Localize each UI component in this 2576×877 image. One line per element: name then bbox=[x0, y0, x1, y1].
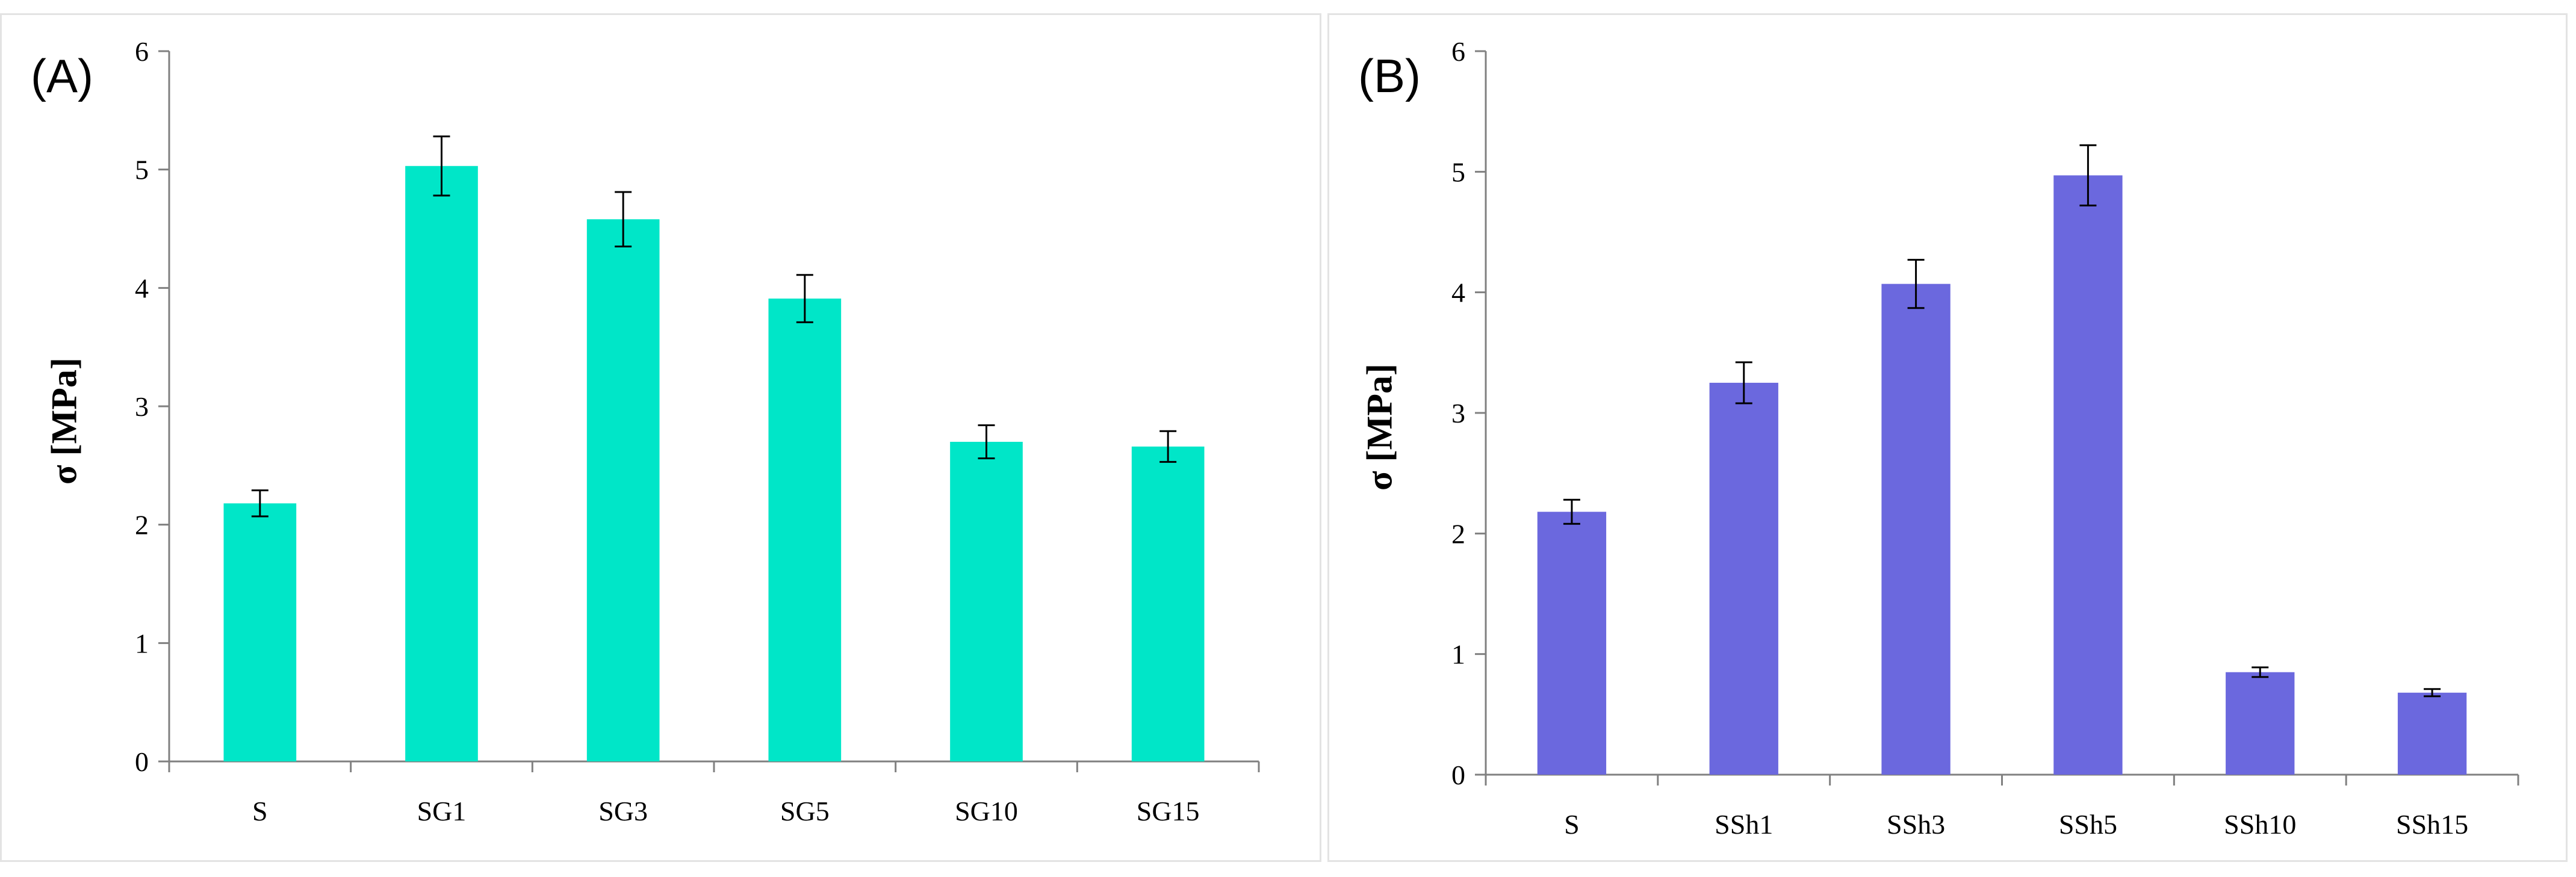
x-tick-label-s: S bbox=[1564, 809, 1580, 840]
x-tick-label-sg3: SG3 bbox=[598, 796, 648, 826]
error-bar-sg5 bbox=[796, 274, 813, 323]
error-bar-s bbox=[1563, 498, 1580, 525]
x-tick-label-sg10: SG10 bbox=[955, 796, 1018, 826]
y-tick-label: 4 bbox=[1451, 277, 1465, 308]
bar-sg10 bbox=[950, 442, 1023, 761]
y-tick-label: 6 bbox=[135, 36, 149, 67]
bar-sg15 bbox=[1131, 446, 1205, 761]
y-tick-label: 6 bbox=[1451, 36, 1465, 67]
error-bar-ssh3 bbox=[1907, 259, 1925, 309]
bar-chart-a: 0 1 2 3 4 5 6 S SG1 SG3 SG5 SG10 SG15 bbox=[135, 36, 1260, 826]
y-tick-label: 3 bbox=[135, 391, 149, 422]
bar-sg3 bbox=[586, 219, 660, 761]
x-tick-label-sg5: SG5 bbox=[780, 796, 830, 826]
panel-label-a: (A) bbox=[31, 49, 93, 102]
error-bar-ssh15 bbox=[2424, 688, 2441, 698]
bar-chart-b: 0 1 2 3 4 5 6 S SSh1 SSh3 SSh5 SSh10 SSh15 bbox=[1451, 36, 2519, 840]
x-tick-label-ssh1: SSh1 bbox=[1715, 809, 1773, 840]
bar-ssh3 bbox=[1881, 284, 1951, 775]
x-tick-label-ssh5: SSh5 bbox=[2059, 809, 2117, 840]
y-tick-label: 0 bbox=[135, 746, 149, 777]
x-tick-label-ssh15: SSh15 bbox=[2396, 809, 2468, 840]
y-tick-label: 2 bbox=[135, 510, 149, 541]
bar-s bbox=[223, 503, 297, 761]
x-tick-label-sg1: SG1 bbox=[417, 796, 467, 826]
y-tick-label: 1 bbox=[1451, 639, 1465, 670]
bar-ssh15 bbox=[2397, 692, 2467, 775]
y-tick-label: 2 bbox=[1451, 518, 1465, 549]
error-bar-ssh10 bbox=[2252, 666, 2269, 678]
error-bar-ssh5 bbox=[2079, 144, 2097, 206]
x-tick-label-sg15: SG15 bbox=[1137, 796, 1200, 826]
panel-label-b: (B) bbox=[1358, 49, 1421, 102]
error-bar-sg10 bbox=[978, 424, 995, 460]
bar-sg5 bbox=[768, 299, 842, 761]
error-bar-sg15 bbox=[1159, 430, 1177, 463]
bar-ssh5 bbox=[2053, 175, 2123, 775]
bar-ssh10 bbox=[2226, 672, 2295, 775]
error-bar-ssh1 bbox=[1735, 361, 1752, 404]
chart-panel-a: (A) σ [MPa] 0 1 2 3 4 5 6 S SG1 SG3 SG5 SG10 SG15 bbox=[0, 13, 1321, 862]
y-tick-label: 1 bbox=[135, 628, 149, 659]
x-tick-label-ssh3: SSh3 bbox=[1887, 809, 1945, 840]
y-tick-label: 5 bbox=[135, 155, 149, 185]
error-bar-sg3 bbox=[615, 191, 632, 247]
y-tick-label: 4 bbox=[135, 273, 149, 303]
error-bar-s bbox=[251, 489, 268, 518]
x-tick-label-ssh10: SSh10 bbox=[2224, 809, 2296, 840]
y-tick-label: 5 bbox=[1451, 156, 1465, 187]
bar-ssh1 bbox=[1709, 382, 1778, 775]
y-tick-label: 3 bbox=[1451, 398, 1465, 429]
bar-sg1 bbox=[405, 166, 478, 761]
error-bar-sg1 bbox=[433, 135, 450, 197]
x-tick-label-s: S bbox=[252, 796, 268, 826]
bar-s bbox=[1537, 512, 1607, 775]
chart-panel-b: (B) σ [MPa] 0 1 2 3 4 5 6 S SSh1 SSh3 SSh5 SSh10 SSh… bbox=[1327, 13, 2568, 862]
y-tick-label: 0 bbox=[1451, 760, 1465, 790]
